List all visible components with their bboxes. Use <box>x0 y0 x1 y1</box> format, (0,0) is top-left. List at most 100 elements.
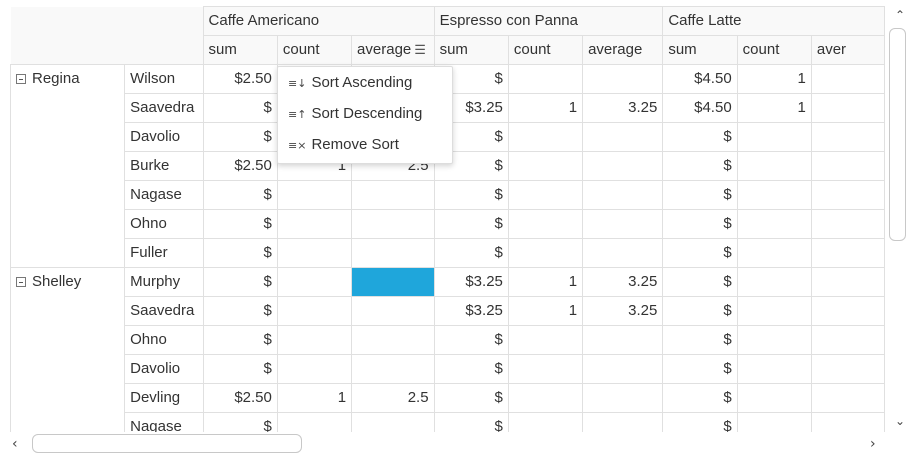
value-cell[interactable] <box>351 209 435 239</box>
value-cell[interactable]: $4.50 <box>662 93 738 123</box>
measure-header[interactable]: average ☰ <box>351 35 435 65</box>
value-cell[interactable]: $ <box>202 209 278 239</box>
value-cell[interactable] <box>810 383 885 413</box>
value-cell[interactable] <box>507 354 584 384</box>
value-cell[interactable]: 1 <box>736 93 812 123</box>
value-cell[interactable]: $ <box>433 325 509 355</box>
value-cell[interactable] <box>582 180 664 210</box>
value-cell[interactable]: $ <box>202 122 278 152</box>
value-cell[interactable] <box>507 151 584 181</box>
value-cell[interactable] <box>736 238 812 268</box>
menu-remove-sort[interactable]: ≡× Remove Sort <box>278 129 452 160</box>
value-cell[interactable]: $ <box>662 383 738 413</box>
value-cell[interactable]: $ <box>433 412 509 432</box>
row-label[interactable]: Devling <box>124 383 204 413</box>
value-cell[interactable] <box>276 412 353 432</box>
column-group-header[interactable]: Caffe Latte <box>662 6 885 36</box>
collapse-icon[interactable] <box>16 277 26 287</box>
value-cell[interactable]: 3.25 <box>582 93 664 123</box>
value-cell[interactable]: $ <box>433 180 509 210</box>
value-cell[interactable] <box>736 325 812 355</box>
value-cell[interactable] <box>810 325 885 355</box>
row-label[interactable]: Burke <box>124 151 204 181</box>
value-cell[interactable] <box>810 93 885 123</box>
measure-header[interactable]: count <box>507 35 584 65</box>
measure-header[interactable]: sum <box>433 35 509 65</box>
value-cell[interactable]: $ <box>202 412 278 432</box>
value-cell[interactable] <box>810 238 885 268</box>
value-cell[interactable]: $3.25 <box>433 267 509 297</box>
value-cell[interactable] <box>736 412 812 432</box>
value-cell[interactable] <box>582 238 664 268</box>
value-cell[interactable]: $ <box>433 383 509 413</box>
value-cell[interactable] <box>507 383 584 413</box>
value-cell[interactable] <box>351 238 435 268</box>
value-cell[interactable] <box>582 383 664 413</box>
value-cell[interactable]: $ <box>662 325 738 355</box>
measure-header[interactable]: count <box>276 35 353 65</box>
column-menu-icon[interactable]: ☰ <box>414 42 426 57</box>
row-group-header[interactable]: Shelley <box>9 267 126 432</box>
horizontal-scroll-thumb[interactable] <box>32 434 302 453</box>
value-cell[interactable] <box>736 267 812 297</box>
column-group-header[interactable]: Caffe Americano <box>202 6 435 36</box>
value-cell[interactable]: 1 <box>507 267 584 297</box>
value-cell[interactable] <box>582 354 664 384</box>
value-cell[interactable] <box>810 209 885 239</box>
value-cell[interactable] <box>351 354 435 384</box>
row-label[interactable]: Davolio <box>124 122 204 152</box>
value-cell[interactable] <box>276 296 353 326</box>
value-cell[interactable] <box>507 64 584 94</box>
value-cell[interactable]: 1 <box>276 383 353 413</box>
value-cell[interactable] <box>276 238 353 268</box>
row-label[interactable]: Davolio <box>124 354 204 384</box>
value-cell[interactable] <box>736 151 812 181</box>
value-cell[interactable] <box>810 180 885 210</box>
value-cell[interactable]: $ <box>202 238 278 268</box>
value-cell[interactable] <box>810 122 885 152</box>
value-cell[interactable] <box>507 209 584 239</box>
value-cell[interactable] <box>736 122 812 152</box>
row-label[interactable]: Fuller <box>124 238 204 268</box>
vertical-scrollbar[interactable]: ⌃ ⌄ <box>885 6 915 432</box>
row-label[interactable]: Ohno <box>124 209 204 239</box>
value-cell[interactable] <box>582 209 664 239</box>
value-cell[interactable] <box>507 122 584 152</box>
value-cell[interactable] <box>810 267 885 297</box>
value-cell[interactable]: $ <box>202 267 278 297</box>
value-cell[interactable]: 1 <box>507 296 584 326</box>
value-cell[interactable] <box>351 412 435 432</box>
value-cell[interactable] <box>276 209 353 239</box>
value-cell[interactable] <box>810 296 885 326</box>
value-cell[interactable] <box>810 354 885 384</box>
value-cell[interactable]: $ <box>202 296 278 326</box>
value-cell[interactable]: $ <box>202 180 278 210</box>
value-cell[interactable] <box>810 412 885 432</box>
measure-header[interactable]: aver <box>810 35 885 65</box>
value-cell[interactable]: $ <box>662 238 738 268</box>
row-group-header[interactable]: Regina <box>9 64 126 268</box>
value-cell[interactable]: $ <box>433 209 509 239</box>
vertical-scroll-thumb[interactable] <box>889 28 906 241</box>
value-cell[interactable] <box>582 325 664 355</box>
value-cell[interactable] <box>276 325 353 355</box>
scroll-left-icon[interactable]: ‹ <box>12 436 18 452</box>
value-cell[interactable]: 1 <box>507 93 584 123</box>
value-cell[interactable] <box>736 354 812 384</box>
value-cell[interactable]: $ <box>202 354 278 384</box>
row-label[interactable]: Nagase <box>124 180 204 210</box>
row-label[interactable]: Saavedra <box>124 93 204 123</box>
value-cell[interactable]: $ <box>662 209 738 239</box>
value-cell[interactable]: $ <box>662 267 738 297</box>
value-cell[interactable] <box>582 64 664 94</box>
scroll-right-icon[interactable]: › <box>870 436 876 452</box>
value-cell[interactable]: $ <box>433 238 509 268</box>
value-cell[interactable]: $ <box>662 180 738 210</box>
value-cell[interactable] <box>351 267 435 297</box>
value-cell[interactable]: $2.50 <box>202 151 278 181</box>
value-cell[interactable]: $ <box>662 296 738 326</box>
value-cell[interactable]: $ <box>662 151 738 181</box>
row-label[interactable]: Wilson <box>124 64 204 94</box>
value-cell[interactable] <box>276 267 353 297</box>
row-label[interactable]: Nagase <box>124 412 204 432</box>
